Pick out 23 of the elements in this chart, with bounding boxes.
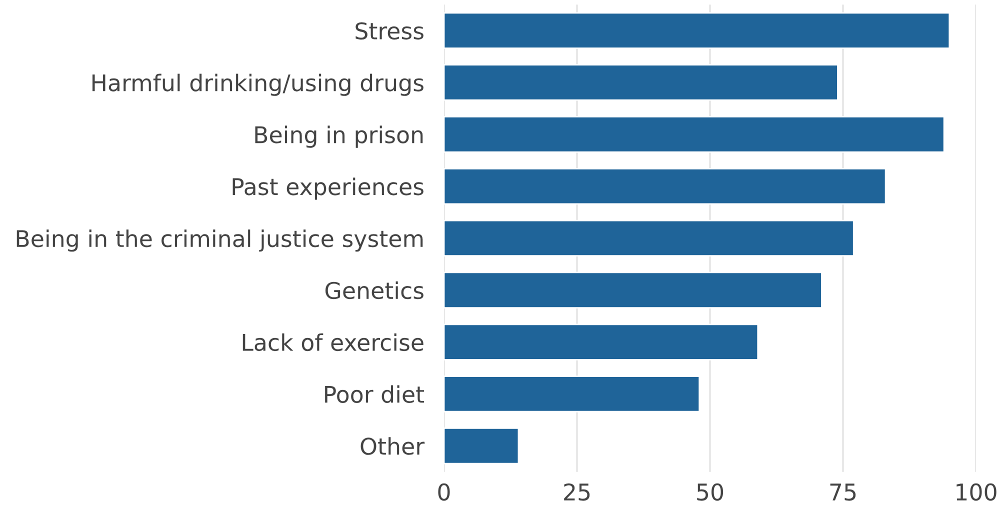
y-tick-label: Past experiences <box>232 178 424 200</box>
y-tick-label: Being in the criminal justice system <box>16 230 423 252</box>
y-tick-label: Genetics <box>325 281 424 300</box>
y-tick-label: Stress <box>356 22 424 40</box>
y-tick-label: Poor diet <box>325 385 424 403</box>
bar <box>444 168 886 205</box>
x-tick-label: 0 <box>438 483 450 501</box>
bar <box>444 428 520 464</box>
bar <box>444 12 950 49</box>
y-tick-label: Other <box>360 437 425 455</box>
x-tick-label: 100 <box>956 483 996 501</box>
y-tick-label: Lack of exercise <box>242 333 424 352</box>
x-tick-label: 25 <box>564 483 590 501</box>
bar <box>444 272 822 308</box>
bar <box>444 376 700 412</box>
y-tick-label: Being in prison <box>255 126 423 148</box>
y-tick-label: Harmful drinking/using drugs <box>92 74 424 96</box>
bar <box>444 220 854 257</box>
bar <box>444 116 945 153</box>
bar <box>444 324 759 360</box>
x-tick-label: 75 <box>830 484 856 501</box>
bar <box>444 64 838 101</box>
x-tick-label: 50 <box>697 483 724 501</box>
